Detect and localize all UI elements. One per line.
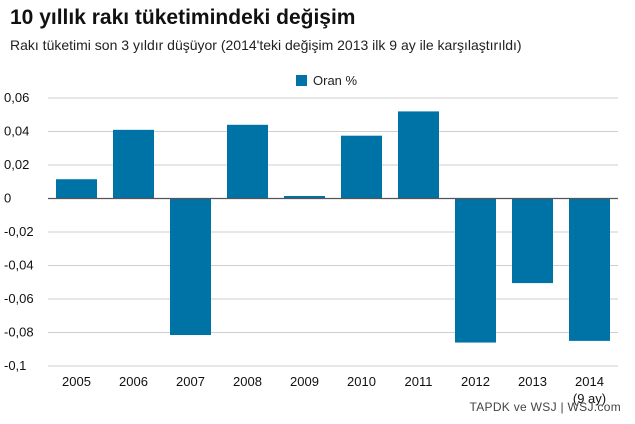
- x-tick-label: 2011: [405, 374, 433, 389]
- bar-2013: [512, 198, 553, 284]
- bar-2011: [398, 111, 439, 199]
- x-tick-label: 2010: [347, 374, 376, 389]
- bar-2005: [56, 179, 97, 199]
- legend: Oran %: [296, 73, 357, 88]
- chart-subtitle: Rakı tüketimi son 3 yıldır düşüyor (2014…: [10, 37, 522, 53]
- legend-label: Oran %: [313, 73, 358, 88]
- y-tick-label: 0,02: [4, 157, 29, 172]
- bar-2014: [569, 198, 610, 341]
- x-tick-sublabel: (9 ay): [573, 391, 606, 406]
- y-tick-label: -0,02: [4, 224, 34, 239]
- x-tick-label: 2007: [176, 374, 205, 389]
- y-tick-label: -0,06: [4, 291, 34, 306]
- chart-title: 10 yıllık rakı tüketimindeki değişim: [10, 6, 356, 29]
- y-tick-label: 0,04: [4, 124, 29, 139]
- bar-2010: [341, 135, 382, 199]
- label-layer: 0,06 0,04 0,02 0 -0,02 -0,04 -0,06 -0,08 -0,1 200…: [4, 90, 606, 406]
- y-tick-label: 0: [4, 191, 11, 206]
- x-tick-label: 2009: [290, 374, 319, 389]
- y-tick-label: -0,1: [4, 358, 26, 373]
- bar-2006: [113, 129, 154, 199]
- bar-2008: [227, 124, 268, 199]
- x-tick-label: 2008: [233, 374, 262, 389]
- legend-swatch: [296, 75, 307, 86]
- x-tick-label: 2006: [119, 374, 148, 389]
- x-tick-label: 2014: [575, 374, 604, 389]
- bar-layer: [56, 111, 610, 343]
- bar-2012: [455, 198, 496, 343]
- x-tick-label: 2012: [461, 374, 490, 389]
- y-tick-label: -0,08: [4, 325, 34, 340]
- bar-2007: [170, 198, 211, 336]
- bar-2009: [284, 195, 325, 199]
- source-note: TAPDK ve WSJ | WSJ.com: [469, 400, 621, 414]
- x-tick-label: 2005: [62, 374, 91, 389]
- y-tick-label: 0,06: [4, 90, 29, 105]
- x-tick-label: 2013: [518, 374, 547, 389]
- y-tick-label: -0,04: [4, 258, 34, 273]
